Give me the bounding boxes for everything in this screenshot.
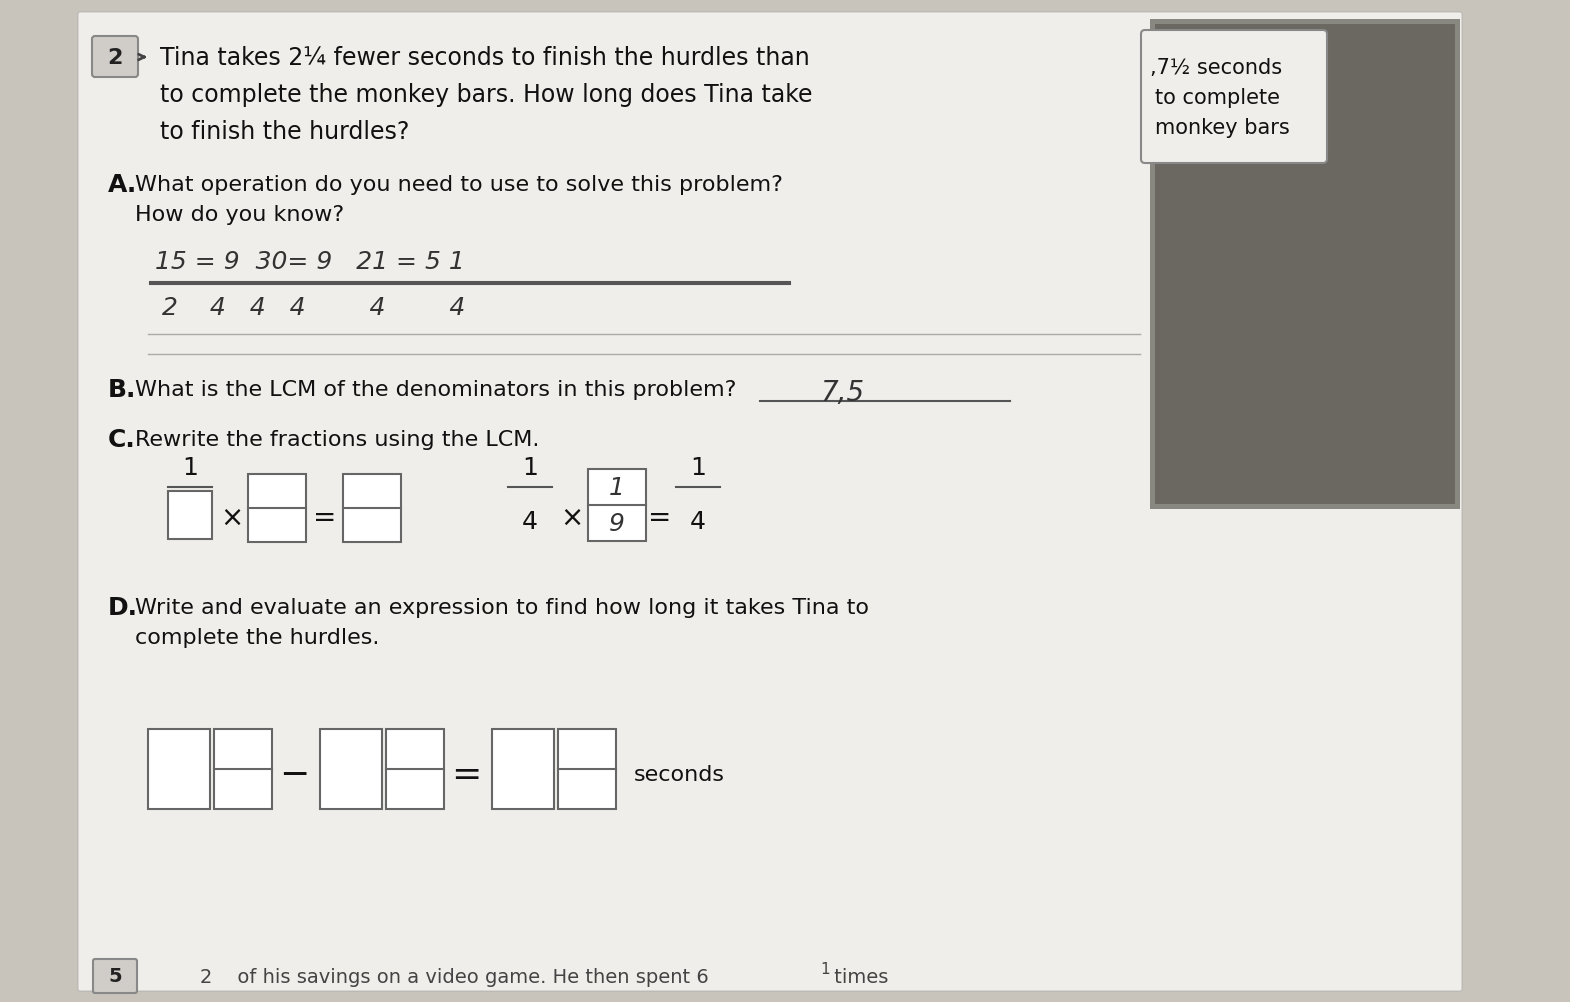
Text: seconds: seconds [634, 765, 725, 785]
Bar [589, 470, 645, 541]
Bar [248, 475, 306, 542]
Text: 2    of his savings on a video game. He then spent 6: 2 of his savings on a video game. He the… [199, 968, 708, 987]
Bar [557, 729, 615, 810]
Bar [1149, 20, 1460, 509]
Text: to complete the monkey bars. How long does Tina take: to complete the monkey bars. How long do… [160, 83, 813, 107]
Bar [342, 475, 400, 542]
Bar [386, 729, 444, 810]
Text: monkey bars: monkey bars [1156, 118, 1289, 138]
FancyBboxPatch shape [93, 959, 137, 993]
FancyBboxPatch shape [1141, 31, 1327, 164]
Text: =: = [451, 758, 480, 792]
Text: 1: 1 [182, 456, 198, 480]
Text: −: − [279, 758, 309, 792]
Bar [214, 729, 272, 810]
Text: D.: D. [108, 595, 138, 619]
Text: times: times [827, 968, 889, 987]
Text: 1: 1 [691, 456, 706, 480]
Text: Write and evaluate an expression to find how long it takes Tina to: Write and evaluate an expression to find… [135, 597, 870, 617]
Bar [320, 729, 382, 810]
Text: 15 = 9  30= 9   21 = 5 1: 15 = 9 30= 9 21 = 5 1 [155, 249, 465, 274]
Bar [148, 729, 210, 810]
Text: How do you know?: How do you know? [135, 204, 344, 224]
Text: 4: 4 [689, 509, 706, 533]
Text: B.: B. [108, 378, 137, 402]
Text: ×: × [560, 503, 584, 531]
Text: A.: A. [108, 172, 137, 196]
Text: ,7½ seconds: ,7½ seconds [1149, 58, 1283, 78]
FancyBboxPatch shape [78, 13, 1462, 991]
Text: 2    4   4   4        4        4: 2 4 4 4 4 4 [162, 296, 465, 320]
Text: ×: × [220, 503, 243, 531]
Text: 9: 9 [609, 511, 625, 535]
FancyBboxPatch shape [93, 37, 138, 78]
Text: 4: 4 [521, 509, 539, 533]
Text: =: = [314, 503, 336, 531]
Text: Tina takes 2¼ fewer seconds to finish the hurdles than: Tina takes 2¼ fewer seconds to finish th… [160, 46, 810, 70]
Bar [491, 729, 554, 810]
Text: 1: 1 [523, 456, 539, 480]
Text: C.: C. [108, 428, 135, 452]
Text: 5: 5 [108, 967, 122, 986]
Text: =: = [648, 503, 672, 531]
Text: What is the LCM of the denominators in this problem?: What is the LCM of the denominators in t… [135, 380, 736, 400]
Text: Rewrite the fractions using the LCM.: Rewrite the fractions using the LCM. [135, 430, 540, 450]
Text: 1: 1 [609, 476, 625, 500]
Bar [1156, 25, 1455, 504]
Text: to finish the hurdles?: to finish the hurdles? [160, 120, 410, 144]
Bar [168, 492, 212, 539]
Text: 7,5: 7,5 [820, 379, 864, 407]
Text: to complete: to complete [1156, 88, 1280, 108]
Text: 2: 2 [107, 48, 122, 68]
Text: complete the hurdles.: complete the hurdles. [135, 627, 380, 647]
Text: 1: 1 [820, 962, 829, 977]
Text: What operation do you need to use to solve this problem?: What operation do you need to use to sol… [135, 174, 783, 194]
